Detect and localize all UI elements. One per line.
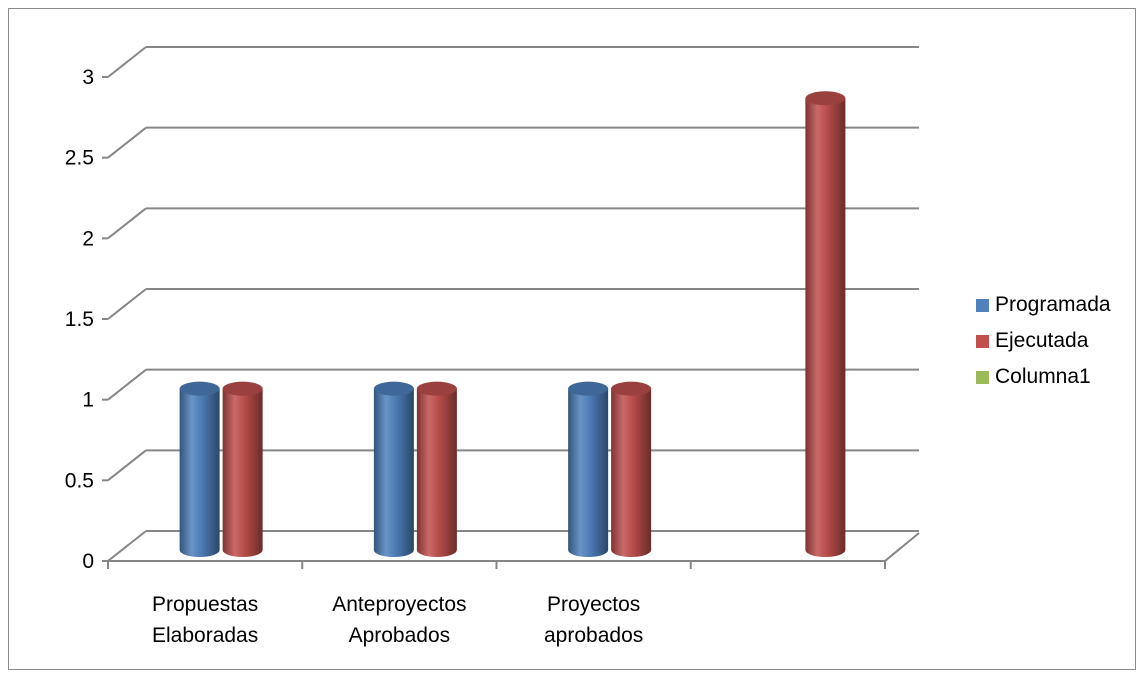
bar-programada (568, 381, 609, 558)
legend-item: Programada (976, 287, 1136, 323)
gridline-depth (107, 368, 147, 401)
legend-label: Columna1 (995, 365, 1091, 388)
gridline-depth (107, 530, 147, 562)
legend-swatch (976, 298, 989, 312)
legend-item: Columna1 (976, 359, 1136, 395)
chart-frame (8, 8, 1136, 670)
gridline-depth (107, 126, 147, 159)
bar-ejecutada (805, 91, 846, 558)
gridline-depth (107, 207, 147, 240)
y-tick-label: 0.5 (65, 469, 94, 492)
category-label: Anteproyectos Aprobados (332, 593, 466, 647)
bar-programada (179, 381, 220, 558)
y-tick-label: 2.5 (65, 147, 94, 170)
legend: Programada Ejecutada Columna1 (976, 287, 1136, 395)
y-tick-label: 0 (82, 550, 94, 573)
floor-edge (884, 532, 920, 562)
legend-label: Programada (995, 293, 1111, 316)
category-label: Proyectos aprobados (544, 593, 643, 647)
legend-item: Ejecutada (976, 323, 1136, 359)
legend-label: Ejecutada (995, 329, 1089, 352)
bar-ejecutada (416, 381, 457, 558)
legend-swatch (976, 370, 989, 384)
y-tick-label: 3 (82, 66, 94, 89)
gridline-depth (107, 288, 147, 320)
bar-ejecutada (222, 381, 263, 558)
y-tick-label: 1.5 (65, 308, 94, 331)
legend-swatch (976, 334, 989, 348)
y-tick-label: 1 (82, 389, 94, 412)
gridline-depth (107, 46, 147, 78)
y-tick-label: 2 (82, 227, 94, 250)
bar-ejecutada (611, 381, 652, 558)
category-label: Propuestas Elaboradas (152, 593, 258, 647)
bar-programada (373, 381, 414, 558)
gridline-depth (107, 449, 147, 482)
